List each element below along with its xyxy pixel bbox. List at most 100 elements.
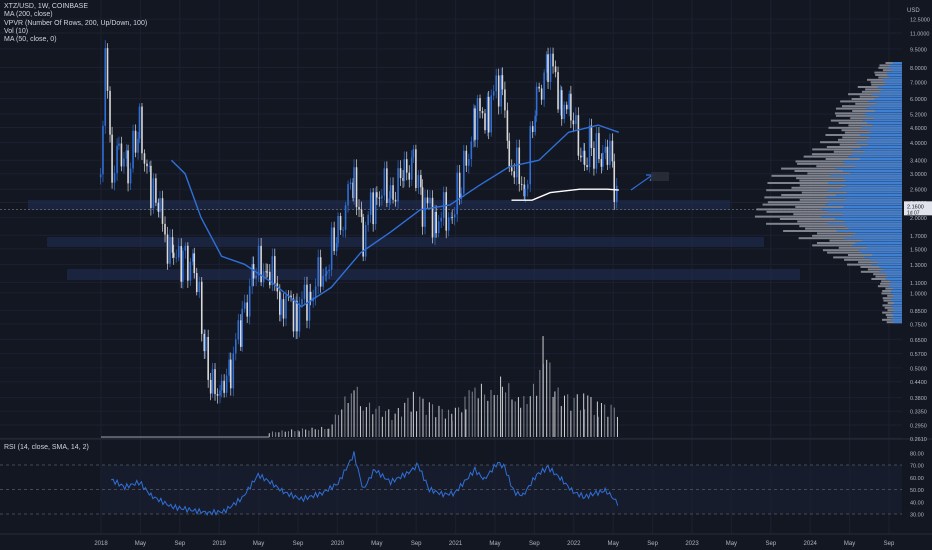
- vpvr-bar-up: [843, 160, 902, 163]
- price-tick-label: 11.0000: [910, 32, 929, 38]
- candle: [295, 300, 297, 332]
- candle: [116, 145, 118, 174]
- candle: [301, 299, 303, 305]
- time-tick-label: 2018: [94, 541, 108, 547]
- candle: [319, 257, 322, 287]
- vpvr-bar-up: [891, 290, 902, 292]
- price-tick-label: 12.5000: [910, 18, 930, 24]
- volume-bars: [101, 336, 618, 438]
- candle: [273, 256, 276, 284]
- candle: [241, 308, 243, 347]
- vpvr-bar-up: [891, 304, 902, 307]
- time-tick-label: Sep: [647, 541, 658, 547]
- vpvr-bar-up: [861, 126, 902, 129]
- vpvr-bar-up: [848, 227, 902, 230]
- vpvr-bar-up: [886, 71, 902, 74]
- last-price-label: 2.1600: [907, 204, 924, 210]
- time-tick-label: May: [726, 541, 737, 547]
- vpvr-bar-up: [827, 210, 902, 213]
- candle: [508, 140, 511, 168]
- target-box: [651, 172, 669, 181]
- indicator-volume[interactable]: Vol (10): [4, 27, 29, 35]
- vpvr-bar-up: [865, 114, 902, 117]
- candle: [223, 380, 225, 393]
- candle: [211, 369, 214, 394]
- candle: [450, 217, 453, 218]
- candle: [216, 394, 219, 396]
- vpvr-bar-up: [855, 242, 902, 244]
- candle: [460, 193, 463, 199]
- candle: [577, 115, 580, 156]
- time-tick-label: Sep: [765, 541, 776, 547]
- candle: [547, 54, 549, 82]
- candle: [127, 150, 129, 184]
- candle: [342, 229, 344, 231]
- candle: [429, 197, 431, 204]
- candle: [229, 359, 232, 389]
- vpvr-bar-up: [855, 232, 902, 235]
- indicator-ma50[interactable]: MA (50, close, 0): [4, 36, 57, 44]
- candle: [487, 96, 490, 133]
- vpvr-bar-up: [845, 198, 902, 201]
- vpvr-bar-up: [843, 206, 902, 208]
- candle: [474, 108, 476, 140]
- candle: [463, 150, 465, 194]
- vpvr-bar-up: [879, 90, 902, 93]
- candle: [325, 271, 328, 275]
- candle: [595, 133, 598, 169]
- candle: [344, 205, 347, 230]
- vpvr-bar-up: [878, 95, 902, 98]
- candle: [355, 167, 358, 208]
- candle: [182, 250, 184, 282]
- indicator-vpvr[interactable]: VPVR (Number Of Rows, 200, Up/Down, 100): [4, 19, 148, 27]
- candle: [593, 147, 595, 169]
- candle: [526, 184, 529, 189]
- grid: [0, 0, 932, 534]
- candle: [504, 89, 506, 111]
- candle: [207, 336, 209, 380]
- candle: [120, 143, 123, 167]
- vpvr-bar-up: [862, 119, 902, 122]
- vpvr-bar-up: [821, 208, 902, 211]
- candle: [386, 168, 388, 203]
- price-tick-label: 0.2610: [910, 437, 927, 443]
- vpvr-bar-up: [852, 148, 902, 151]
- vpvr-bar-up: [891, 311, 902, 314]
- price-tick-label: 3.4000: [910, 159, 927, 165]
- time-tick-label: May: [253, 541, 264, 547]
- vpvr-bar-up: [825, 203, 902, 206]
- candle: [246, 302, 248, 317]
- candle: [353, 167, 355, 198]
- candle: [296, 300, 298, 332]
- price-tick-label: 0.5700: [910, 352, 927, 358]
- candle: [565, 104, 568, 110]
- vpvr-bar-up: [841, 186, 902, 189]
- time-tick-label: May: [489, 541, 500, 547]
- candle: [337, 216, 339, 244]
- vpvr-bar-up: [889, 282, 902, 285]
- support-zone: [28, 200, 730, 210]
- vpvr-bar-up: [893, 294, 902, 297]
- vpvr-bar-up: [859, 158, 902, 160]
- candle: [360, 209, 363, 217]
- candle: [424, 197, 426, 227]
- candle: [484, 113, 486, 131]
- candle: [228, 359, 230, 376]
- rsi-legend[interactable]: RSI (14, close, SMA, 14, 2): [4, 444, 89, 451]
- symbol-header[interactable]: XTZ/USD, 1W, COINBASE: [4, 3, 89, 10]
- price-tick-label: 6.0000: [910, 97, 927, 103]
- candle: [369, 192, 372, 215]
- candle: [171, 237, 174, 253]
- candle: [255, 275, 257, 279]
- price-tick-label: 2.6000: [910, 188, 927, 194]
- time-tick-label: May: [371, 541, 382, 547]
- rsi-tick-label: 40.00: [910, 500, 924, 506]
- vpvr-bar-up: [891, 297, 902, 300]
- indicator-ma200[interactable]: MA (200, close): [4, 11, 53, 19]
- candle: [549, 53, 552, 82]
- candle: [421, 187, 424, 227]
- vpvr-bar-up: [890, 292, 902, 295]
- vpvr-bar-up: [862, 239, 902, 242]
- price-tick-label: 8.0000: [910, 66, 927, 72]
